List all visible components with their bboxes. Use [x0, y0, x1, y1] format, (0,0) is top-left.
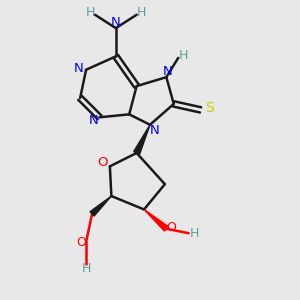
Text: H: H [136, 6, 146, 19]
Polygon shape [90, 196, 111, 216]
Text: N: N [111, 16, 121, 29]
Text: O: O [166, 221, 176, 234]
Text: N: N [74, 62, 83, 75]
Text: H: H [86, 6, 95, 19]
Polygon shape [134, 125, 150, 154]
Text: H: H [189, 227, 199, 240]
Text: S: S [205, 101, 214, 116]
Text: H: H [81, 262, 91, 275]
Text: O: O [97, 156, 108, 169]
Text: H: H [179, 49, 188, 62]
Polygon shape [144, 209, 168, 231]
Text: N: N [150, 124, 159, 136]
Text: N: N [89, 114, 99, 128]
Text: O: O [76, 236, 86, 249]
Text: N: N [163, 65, 173, 78]
